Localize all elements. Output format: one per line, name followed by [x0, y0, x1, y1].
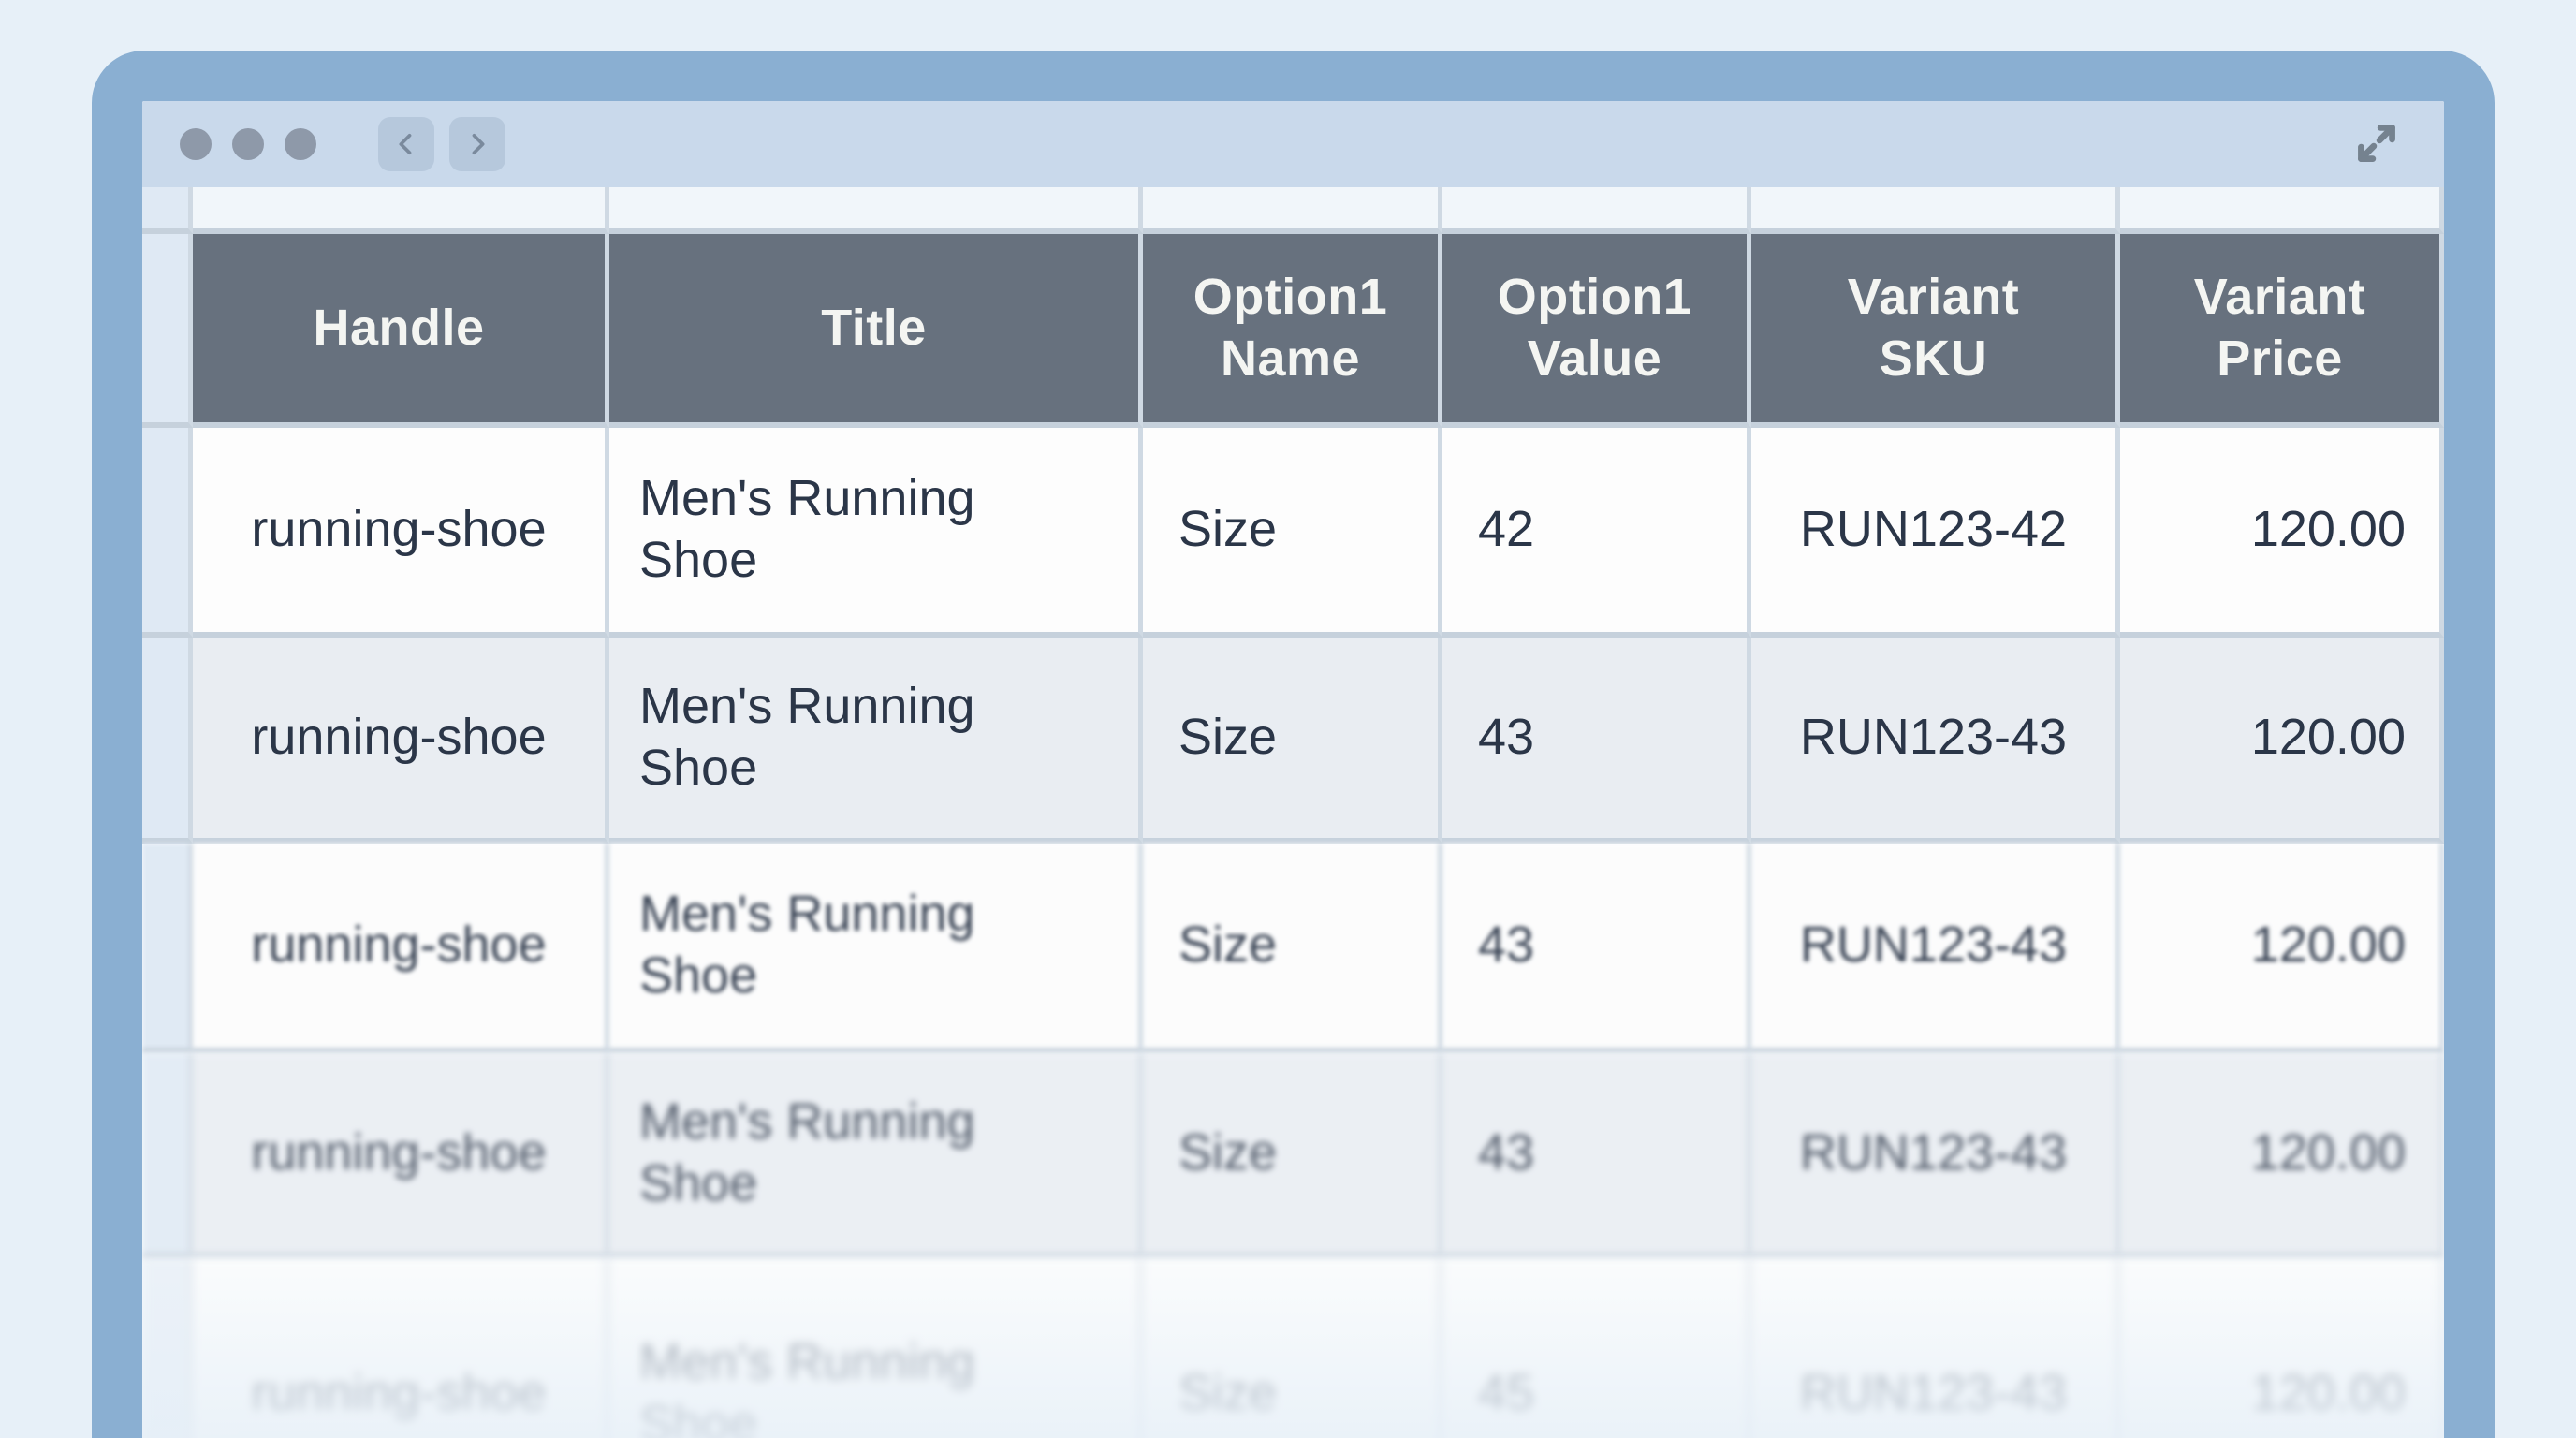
- spreadsheet: Handle Title Option1 Name Option1 Value …: [142, 187, 2444, 1438]
- cell-variant-price[interactable]: 120.00: [2120, 1053, 2444, 1258]
- column-header-title[interactable]: Title: [609, 234, 1143, 428]
- cell-handle[interactable]: running-shoe: [193, 844, 609, 1053]
- cell-variant-price[interactable]: 120.00: [2120, 1258, 2444, 1438]
- cell-title[interactable]: Men's Running Shoe: [609, 638, 1143, 844]
- browser-window: Handle Title Option1 Name Option1 Value …: [92, 51, 2495, 1438]
- window-titlebar: [142, 101, 2444, 187]
- partial-row-above-header: [142, 187, 2444, 234]
- chevron-left-icon: [390, 128, 422, 160]
- cell-option1-name[interactable]: Size: [1143, 428, 1442, 638]
- column-header-variant-price[interactable]: Variant Price: [2120, 234, 2444, 428]
- cell-option1-name[interactable]: Size: [1143, 1258, 1442, 1438]
- column-header-handle[interactable]: Handle: [193, 234, 609, 428]
- chevron-right-icon: [461, 128, 493, 160]
- cell-title[interactable]: Men's Running Shoe: [609, 1258, 1143, 1438]
- gutter-cell: [142, 1053, 193, 1258]
- cell-handle[interactable]: running-shoe: [193, 428, 609, 638]
- header-row: Handle Title Option1 Name Option1 Value …: [142, 234, 2444, 428]
- gutter-cell: [142, 234, 193, 428]
- column-header-option1-value[interactable]: Option1 Value: [1442, 234, 1751, 428]
- traffic-light-dot[interactable]: [285, 128, 316, 160]
- cell-option1-name[interactable]: Size: [1143, 1053, 1442, 1258]
- table-row: running-shoe Men's Running Shoe Size 43 …: [142, 844, 2444, 1053]
- table-row: running-shoe Men's Running Shoe Size 42 …: [142, 428, 2444, 638]
- gutter-cell: [142, 187, 193, 234]
- expand-button[interactable]: [2347, 114, 2407, 174]
- cell-variant-price[interactable]: 120.00: [2120, 428, 2444, 638]
- traffic-light-dot[interactable]: [232, 128, 264, 160]
- cell-handle[interactable]: running-shoe: [193, 1053, 609, 1258]
- cell-title[interactable]: Men's Running Shoe: [609, 844, 1143, 1053]
- cell-variant-price[interactable]: 120.00: [2120, 638, 2444, 844]
- gutter-cell: [142, 844, 193, 1053]
- table-row: running-shoe Men's Running Shoe Size 43 …: [142, 1053, 2444, 1258]
- cell-option1-value[interactable]: 43: [1442, 638, 1751, 844]
- cell-handle[interactable]: running-shoe: [193, 1258, 609, 1438]
- table-row: running-shoe Men's Running Shoe Size 45 …: [142, 1258, 2444, 1438]
- cell-handle[interactable]: running-shoe: [193, 638, 609, 844]
- table-row: running-shoe Men's Running Shoe Size 43 …: [142, 638, 2444, 844]
- back-button[interactable]: [378, 117, 434, 171]
- cell-option1-name[interactable]: Size: [1143, 638, 1442, 844]
- gutter-cell: [142, 1258, 193, 1438]
- cell-option1-value[interactable]: 42: [1442, 428, 1751, 638]
- cell-option1-value[interactable]: 43: [1442, 1053, 1751, 1258]
- traffic-light-dot[interactable]: [180, 128, 212, 160]
- cell-variant-sku[interactable]: RUN123-43: [1751, 638, 2120, 844]
- cell-title[interactable]: Men's Running Shoe: [609, 428, 1143, 638]
- column-header-variant-sku[interactable]: Variant SKU: [1751, 234, 2120, 428]
- gutter-cell: [142, 638, 193, 844]
- cell-variant-sku[interactable]: RUN123-43: [1751, 844, 2120, 1053]
- expand-diagonal-arrows-icon: [2349, 116, 2404, 173]
- cell-option1-value[interactable]: 43: [1442, 844, 1751, 1053]
- cell-variant-price[interactable]: 120.00: [2120, 844, 2444, 1053]
- cell-variant-sku[interactable]: RUN123-42: [1751, 428, 2120, 638]
- cell-title[interactable]: Men's Running Shoe: [609, 1053, 1143, 1258]
- cell-option1-value[interactable]: 45: [1442, 1258, 1751, 1438]
- cell-option1-name[interactable]: Size: [1143, 844, 1442, 1053]
- gutter-cell: [142, 428, 193, 638]
- cell-variant-sku[interactable]: RUN123-43: [1751, 1053, 2120, 1258]
- forward-button[interactable]: [449, 117, 505, 171]
- column-header-option1-name[interactable]: Option1 Name: [1143, 234, 1442, 428]
- cell-variant-sku[interactable]: RUN123-43: [1751, 1258, 2120, 1438]
